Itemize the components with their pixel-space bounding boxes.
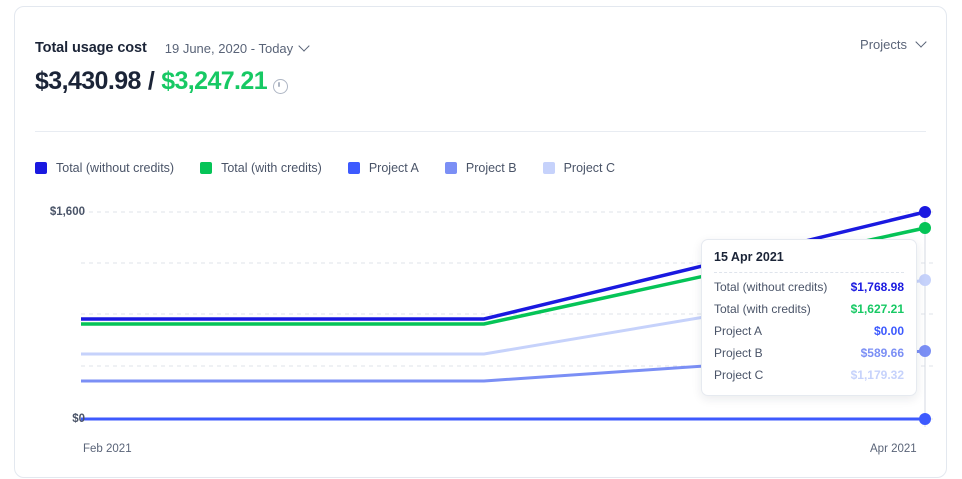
legend-item-total-without-credits[interactable]: Total (without credits) xyxy=(35,161,174,175)
data-point-project-a xyxy=(919,413,931,425)
tooltip-row: Total (without credits) $1,768.98 xyxy=(714,276,904,298)
tooltip-row-label: Project C xyxy=(714,368,764,382)
amount-separator: / xyxy=(147,67,155,95)
legend-label: Project B xyxy=(465,161,517,175)
amount-summary: $3,430.98 / $3,247.21 xyxy=(35,67,289,96)
tooltip-row-label: Project A xyxy=(714,324,763,338)
legend-swatch xyxy=(542,162,555,174)
amount-with-credits: $3,247.21 xyxy=(161,67,268,95)
project-selector-label: Projects xyxy=(860,37,907,52)
chevron-down-icon xyxy=(300,42,309,51)
y-axis-tick-bottom: $0 xyxy=(72,413,85,425)
legend-item-project-b[interactable]: Project B xyxy=(444,161,517,175)
tooltip-row-value: $1,768.98 xyxy=(850,280,904,294)
data-point-project-c xyxy=(919,274,931,286)
legend-label: Project A xyxy=(368,161,419,175)
tooltip-row-label: Total (with credits) xyxy=(714,302,811,316)
tooltip-row-value: $1,627.21 xyxy=(850,302,904,316)
legend-label: Project C xyxy=(563,161,615,175)
usage-cost-card: Total usage cost 19 June, 2020 - Today P… xyxy=(14,6,947,478)
date-range-selector[interactable]: 19 June, 2020 - Today xyxy=(165,41,309,56)
info-icon[interactable] xyxy=(273,79,289,94)
legend-label: Total (without credits) xyxy=(56,161,175,175)
legend-swatch xyxy=(35,162,47,174)
chart-legend: Total (without credits) Total (with cred… xyxy=(35,161,641,175)
y-axis-tick-top: $1,600 xyxy=(49,206,85,218)
tooltip-row-value: $1,179.32 xyxy=(850,368,904,382)
legend-label: Total (with credits) xyxy=(221,161,322,175)
project-selector[interactable]: Projects xyxy=(860,37,926,52)
tooltip-date: 15 Apr 2021 xyxy=(714,250,784,264)
header-divider xyxy=(35,131,926,132)
tooltip-row: Project A $0.00 xyxy=(714,320,904,342)
data-point-total-with-credits xyxy=(919,222,931,234)
chevron-down-icon xyxy=(917,38,926,47)
page-title: Total usage cost xyxy=(35,40,147,56)
tooltip-row: Project C $1,179.32 xyxy=(714,364,904,386)
date-range-label: 19 June, 2020 - Today xyxy=(164,40,294,56)
x-axis-tick-first: Feb 2021 xyxy=(83,443,132,455)
legend-item-project-c[interactable]: Project C xyxy=(542,161,615,175)
data-point-project-b xyxy=(919,345,931,357)
tooltip-row: Total (with credits) $1,627.21 xyxy=(714,298,904,320)
legend-item-project-a[interactable]: Project A xyxy=(347,161,419,175)
chart-tooltip: 15 Apr 2021 Total (without credits) $1,7… xyxy=(701,239,917,396)
data-point-total-without-credits xyxy=(919,206,931,218)
tooltip-row-value: $0.00 xyxy=(873,324,904,338)
legend-swatch xyxy=(444,162,457,174)
tooltip-divider xyxy=(714,272,904,273)
tooltip-row-label: Project B xyxy=(714,346,763,360)
card-header: Total usage cost 19 June, 2020 - Today P… xyxy=(35,37,926,107)
tooltip-row-label: Total (without credits) xyxy=(714,280,828,294)
x-axis-tick-last: Apr 2021 xyxy=(870,443,917,455)
legend-swatch xyxy=(347,162,360,174)
tooltip-row-value: $589.66 xyxy=(860,346,904,360)
legend-swatch xyxy=(200,162,213,174)
amount-without-credits: $3,430.98 xyxy=(35,67,141,95)
legend-item-total-with-credits[interactable]: Total (with credits) xyxy=(200,161,322,175)
data-points[interactable] xyxy=(919,206,931,425)
tooltip-row: Project B $589.66 xyxy=(714,342,904,364)
